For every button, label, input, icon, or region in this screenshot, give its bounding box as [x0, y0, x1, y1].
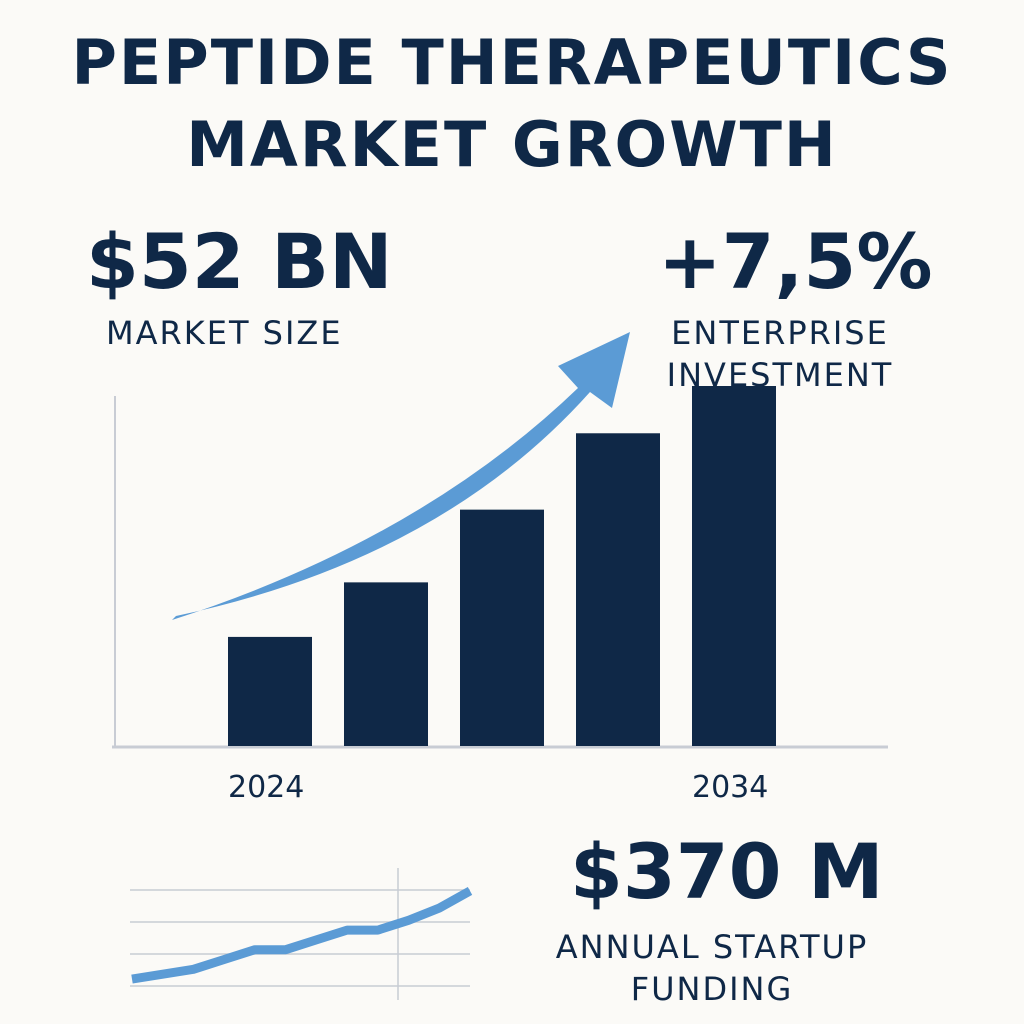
x-tick-label-start: 2024: [228, 770, 305, 805]
bar-1: [228, 636, 312, 746]
enterprise-investment-value: +7,5%: [658, 217, 933, 306]
enterprise-label-line-1: ENTERPRISE: [671, 314, 889, 352]
bar-2: [344, 582, 428, 746]
bar-3: [460, 509, 544, 746]
market-size-label: MARKET SIZE: [106, 314, 343, 352]
bar-series: [228, 386, 776, 746]
startup-funding-label: ANNUAL STARTUP FUNDING: [552, 926, 872, 1010]
page-title: PEPTIDE THERAPEUTICS MARKET GROWTH: [0, 22, 1024, 186]
bar-4: [576, 433, 660, 746]
title-line-2: MARKET GROWTH: [186, 108, 838, 181]
trend-arrow-icon: [172, 332, 630, 620]
startup-funding-value: $370 M: [570, 827, 884, 916]
market-size-value: $52 BN: [86, 217, 393, 306]
title-line-1: PEPTIDE THERAPEUTICS: [71, 26, 953, 99]
bar-5: [692, 386, 776, 746]
funding-label-line-1: ANNUAL STARTUP: [555, 928, 869, 966]
funding-label-line-2: FUNDING: [630, 970, 794, 1008]
x-tick-label-end: 2034: [692, 770, 769, 805]
